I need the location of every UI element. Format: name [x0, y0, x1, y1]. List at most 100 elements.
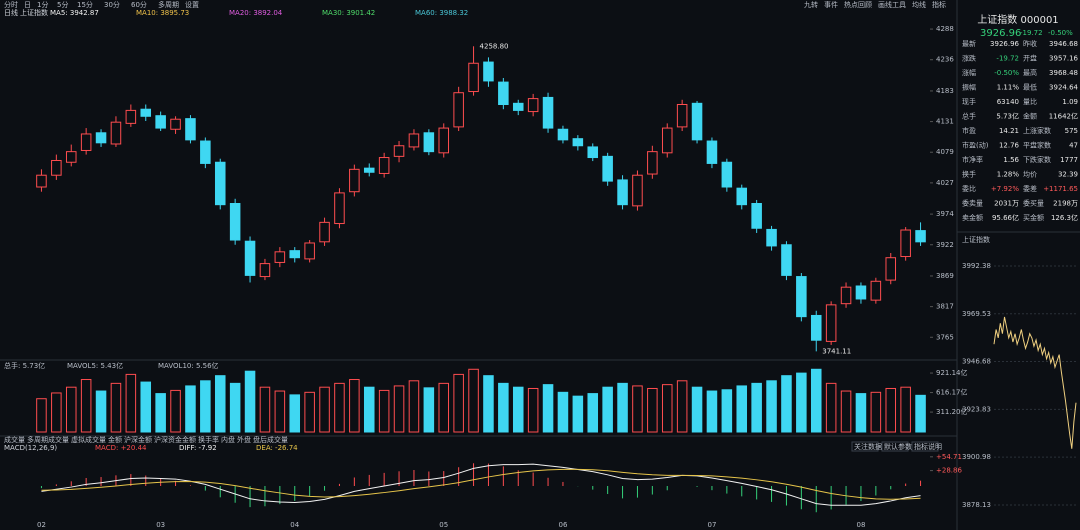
- candle-body: [661, 127, 673, 154]
- candle-body: [825, 304, 837, 342]
- macd-button[interactable]: 关注数据: [854, 442, 882, 451]
- volume-bar: [706, 390, 718, 433]
- volume-bar: [110, 382, 122, 433]
- y-tick-label: 3878.13: [962, 501, 991, 509]
- quote-label: 金额: [1023, 112, 1037, 121]
- toolbar-button[interactable]: 5分: [57, 0, 68, 9]
- volume-bar: [200, 380, 211, 433]
- button[interactable]: [851, 441, 879, 452]
- quote-label: 昨收: [1023, 39, 1037, 48]
- x-tick-label: 05: [439, 521, 448, 529]
- macd-button[interactable]: 指标说明: [914, 442, 942, 451]
- volume-bar: [840, 390, 852, 433]
- toolbar-button[interactable]: 热点回顾: [844, 0, 872, 9]
- macd-legend: DEA: -26.74: [256, 444, 298, 452]
- volume-bar: [810, 368, 822, 433]
- volume-bar: [349, 379, 360, 433]
- ma-legend: MA60: 3988.32: [415, 9, 468, 17]
- quote-value: 63140: [997, 98, 1019, 106]
- quote-pct: -0.50%: [1048, 29, 1073, 37]
- y-tick-label: 3923.83: [962, 405, 991, 413]
- quote-label: 平盘家数: [1023, 141, 1051, 150]
- quote-value: 11642亿: [1049, 112, 1078, 121]
- quote-label: 现手: [962, 97, 976, 106]
- quote-name: 上证指数 000001: [977, 13, 1058, 26]
- toolbar-button[interactable]: 设置: [185, 0, 199, 9]
- quote-value: 3968.48: [1049, 69, 1078, 77]
- quote-value: 1777: [1060, 156, 1078, 164]
- quote-label: 委差: [1023, 184, 1037, 193]
- quote-label: 市净率: [962, 155, 983, 164]
- toolbar-button[interactable]: 分时: [4, 0, 18, 9]
- toolbar-button[interactable]: 九转: [804, 0, 818, 9]
- indicator-tab[interactable]: 盘后成交量: [253, 435, 288, 444]
- quote-value: 12.76: [999, 142, 1020, 150]
- button[interactable]: [911, 441, 939, 452]
- toolbar-button[interactable]: 60分: [131, 0, 147, 9]
- candle-body: [65, 151, 77, 163]
- indicator-tab[interactable]: 金额: [108, 435, 122, 444]
- toolbar-button[interactable]: 均线: [912, 0, 926, 9]
- toolbar-button[interactable]: 15分: [77, 0, 93, 9]
- candle-body: [453, 92, 464, 128]
- candle-body: [796, 276, 807, 318]
- quote-value: 575: [1065, 127, 1078, 135]
- button[interactable]: [881, 441, 909, 452]
- x-tick-label: 08: [856, 521, 865, 529]
- y-tick-label: 4079: [936, 148, 954, 156]
- quote-value: 14.21: [999, 127, 1019, 135]
- macd-button[interactable]: 默认参数: [884, 442, 912, 451]
- quote-label: 振幅: [962, 83, 976, 92]
- candle-body: [870, 280, 882, 301]
- toolbar-button[interactable]: 指标: [932, 0, 946, 9]
- ma-legend: 上证指数: [20, 8, 48, 17]
- candle-body: [125, 109, 137, 124]
- quote-value: 3946.68: [1049, 40, 1078, 48]
- indicator-tab[interactable]: 成交量: [4, 435, 25, 444]
- indicator-tab[interactable]: 内盘: [221, 435, 235, 444]
- quote-label: 下跌家数: [1023, 155, 1051, 164]
- toolbar-button[interactable]: 1分: [37, 0, 48, 9]
- candle-body: [721, 161, 733, 188]
- toolbar-button[interactable]: 30分: [104, 0, 120, 9]
- volume-bar: [796, 372, 807, 433]
- volume-bar: [781, 375, 792, 433]
- volume-bar: [572, 395, 584, 433]
- volume-bar: [721, 389, 733, 433]
- volume-bar: [51, 392, 62, 433]
- ma-legend: MA20: 3892.04: [229, 9, 283, 17]
- indicator-tab[interactable]: 沪深资金金额: [154, 435, 196, 444]
- candle-body: [200, 140, 211, 164]
- candle-body: [572, 138, 584, 147]
- indicator-tab[interactable]: 虚拟成交量: [71, 435, 106, 444]
- volume-bar: [36, 398, 47, 433]
- volume-bar: [259, 386, 271, 433]
- toolbar-button[interactable]: 日: [24, 1, 31, 9]
- volume-bar: [170, 389, 181, 433]
- low-annotation: 3741.11: [822, 347, 851, 355]
- indicator-tab[interactable]: 多周期成交量: [27, 435, 69, 444]
- volume-bar: [65, 386, 77, 433]
- candle-body: [900, 229, 911, 258]
- quote-label: 均价: [1023, 170, 1037, 179]
- y-tick-label: 921.14亿: [936, 368, 968, 377]
- candle-body: [691, 102, 703, 141]
- candle-body: [304, 242, 315, 260]
- toolbar-button[interactable]: 画线工具: [878, 0, 906, 9]
- toolbar-button[interactable]: 事件: [824, 0, 838, 9]
- volume-bar: [498, 382, 509, 433]
- volume-bar: [95, 390, 107, 433]
- quote-value: 1.56: [1003, 156, 1019, 164]
- volume-bar: [244, 370, 256, 433]
- macd-legend: MACD(12,26,9): [4, 444, 57, 452]
- toolbar-button[interactable]: 多周期: [158, 0, 179, 9]
- candle-body: [512, 102, 524, 111]
- volume-bar: [393, 385, 405, 433]
- indicator-tab[interactable]: 沪深金额: [124, 435, 152, 444]
- indicator-tab[interactable]: 外盘: [237, 435, 251, 444]
- indicator-tab[interactable]: 换手率: [198, 435, 219, 444]
- candle-body: [542, 96, 554, 129]
- macd-legend: DIFF: -7.92: [179, 444, 217, 452]
- candle-body: [95, 132, 107, 144]
